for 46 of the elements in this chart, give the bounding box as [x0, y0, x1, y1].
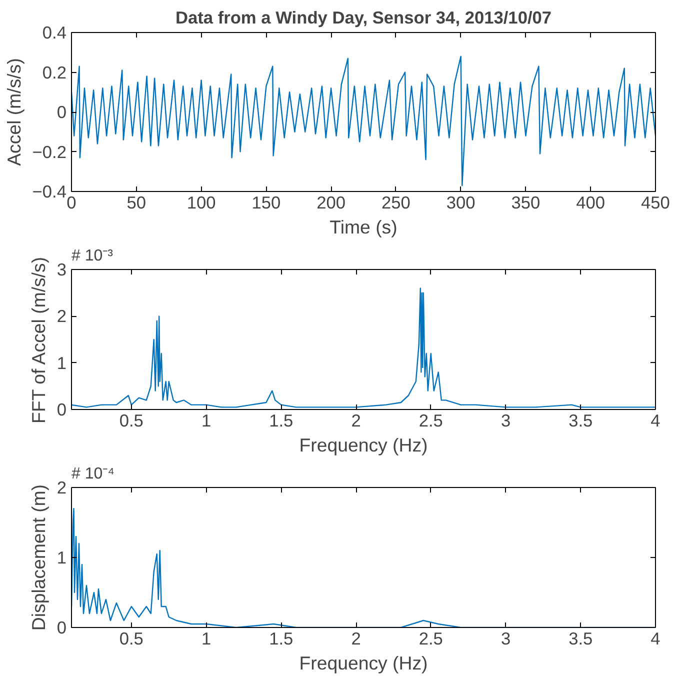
x-tick-label: 4 — [650, 410, 661, 430]
y-axis-title: Displacement (m) — [28, 484, 49, 631]
y-tick-label: 2 — [56, 306, 67, 326]
x-tick-label: 3 — [500, 628, 511, 648]
x-tick-label: 350 — [511, 192, 540, 212]
line-series — [72, 56, 656, 186]
y-tick-label: 0.2 — [42, 62, 67, 82]
x-tick-label: 450 — [641, 192, 670, 212]
line-series — [72, 288, 656, 408]
x-tick-label: 250 — [381, 192, 410, 212]
y-axis-title: Accel (m/s/s) — [3, 58, 24, 166]
x-tick-label: 2 — [351, 410, 361, 430]
x-tick-label: 0.5 — [119, 628, 144, 648]
x-tick-label: 4 — [650, 628, 661, 648]
y-tick-label: −0.4 — [32, 182, 67, 202]
y-tick-label: −0.2 — [32, 142, 67, 162]
y-tick-label: 0.4 — [42, 22, 67, 42]
x-tick-label: 3.5 — [568, 628, 593, 648]
y-tick-label: 3 — [56, 260, 67, 280]
x-tick-label: 1 — [201, 628, 212, 648]
x-tick-label: 1 — [201, 410, 212, 430]
text: # 10⁻⁴ — [72, 466, 115, 482]
x-tick-label: 100 — [186, 192, 216, 212]
x-axis-title: Frequency (Hz) — [299, 434, 428, 456]
x-axis-title: Time (s) — [330, 216, 398, 238]
y-tick-label: 1 — [56, 352, 67, 373]
x-tick-label: 2.5 — [418, 628, 443, 648]
x-tick-label: 3.5 — [568, 410, 593, 430]
y-tick-label: 2 — [56, 478, 67, 498]
y-tick-label: 0 — [56, 102, 67, 122]
x-tick-label: 2.5 — [418, 410, 443, 430]
x-tick-label: 1.5 — [269, 628, 294, 648]
y-axis-title: FFT of Accel (m/s/s) — [28, 256, 49, 424]
text: # 10⁻³ — [72, 248, 114, 264]
x-tick-label: 150 — [252, 192, 281, 212]
x-tick-label: 2 — [351, 628, 361, 648]
x-tick-label: 300 — [446, 192, 476, 212]
x-tick-label: 1.5 — [269, 410, 294, 430]
x-axis-title: Frequency (Hz) — [299, 652, 428, 674]
x-tick-label: 3 — [500, 410, 511, 430]
chart-title: Data from a Windy Day, Sensor 34, 2013/10/07 — [175, 8, 552, 28]
x-tick-label: 0.5 — [119, 410, 144, 430]
x-tick-label: 50 — [126, 192, 146, 212]
x-tick-label: 200 — [316, 192, 346, 212]
y-tick-label: 1 — [56, 548, 67, 568]
x-tick-label: 400 — [576, 192, 606, 212]
